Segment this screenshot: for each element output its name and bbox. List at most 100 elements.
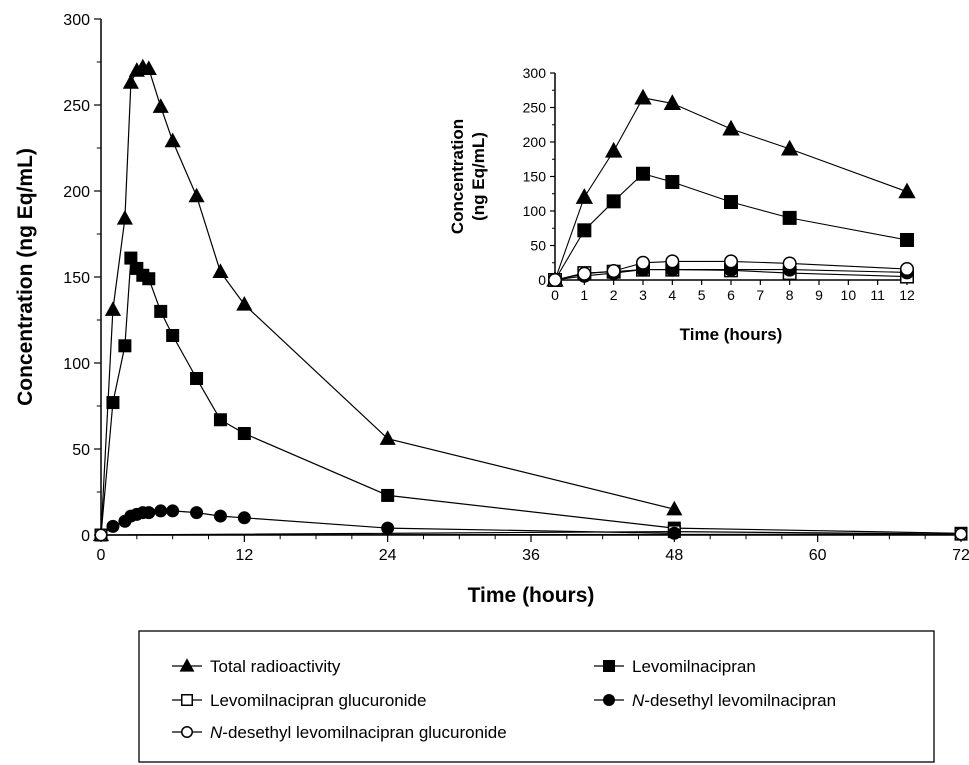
inset-point-total [663,94,682,110]
inset-y-tick-label: 250 [523,100,547,116]
inset-point-total [634,88,652,105]
main-point-levo [166,328,180,342]
main-y-tick-label: 250 [63,98,90,115]
main-x-tick-label: 72 [952,547,969,564]
legend-item-desethyl: N-desethyl levomilnacipran [594,691,836,710]
inset-y-tick-label: 200 [523,134,547,150]
inset-x-tick-label: 1 [580,287,588,303]
main-point-total [122,74,139,89]
main-point-total [188,187,205,203]
main-point-levo [154,304,168,318]
main-line-levo [100,256,962,536]
main-x-tick-label: 0 [97,547,106,564]
legend-marker-desethyl_gluc [181,726,193,738]
inset-point-levo [606,194,621,209]
main-x-tick-label: 36 [522,547,540,564]
inset-point-levo [782,210,797,225]
main-x-tick-label: 60 [809,547,827,564]
inset-point-desethyl_gluc [900,261,914,276]
legend-label-desethyl_gluc: N-desethyl levomilnacipran glucuronide [210,723,507,742]
inset-point-desethyl_gluc [665,254,680,269]
main-series-total [92,58,683,542]
main-series-levo [94,251,968,542]
main-point-levo [118,339,132,353]
inset-point-total [575,188,594,204]
inset-y-tick-label: 300 [523,65,547,81]
inset-x-tick-label: 12 [899,287,915,303]
legend: Total radioactivity Levomilnacipran Levomi… [138,630,935,763]
inset-point-total [604,141,623,158]
inset-x-tick-label: 7 [756,287,764,303]
main-series [92,58,968,542]
main-x-tick-label: 12 [235,547,253,564]
inset-x-tick-label: 10 [841,287,857,303]
inset-x-tick-label: 0 [551,287,559,303]
main-point-total [236,296,253,311]
main-y-tick-label: 200 [63,184,90,201]
inset-x-tick-label: 9 [815,287,823,303]
inset-point-desethyl_gluc [606,264,621,279]
inset-y-tick-label: 100 [523,203,547,219]
inset-y-axis-title-line1: Concentration [448,119,467,234]
main-point-levo [124,251,138,265]
legend-label-italic: N [632,691,645,710]
main-point-total [152,98,169,113]
inset-x-axis-title: Time (hours) [680,325,783,344]
inset-x-tick-label: 11 [870,287,885,303]
legend-item-desethyl_gluc: N-desethyl levomilnacipran glucuronide [172,723,507,742]
inset-y-axis-title-line2: (ng Eq/mL) [469,132,488,221]
main-y-tick-label: 300 [63,12,90,29]
inset-point-total [780,139,799,156]
main-point-desethyl [142,506,156,520]
inset-point-total [722,119,740,136]
main-y-tick-label: 150 [63,270,90,287]
inset-point-desethyl_gluc [724,254,738,269]
legend-label-desethyl: N-desethyl levomilnacipran [632,691,836,710]
main-line-total [100,66,675,536]
legend-label-glucuronide: Levomilnacipran glucuronide [210,691,426,710]
main-y-tick-label: 50 [72,442,90,459]
inset-point-levo [724,195,738,210]
main-point-levo [381,488,395,502]
main-point-levo [213,413,227,427]
inset-point-desethyl_gluc [577,266,592,281]
main-point-levo [142,272,156,286]
legend-label-rest: -desethyl levomilnacipran [644,691,836,710]
main-point-desethyl [190,506,204,520]
inset-point-levo [577,223,592,238]
main-point-total [666,500,683,516]
inset-point-desethyl_gluc [782,256,797,271]
legend-item-levo: Levomilnacipran [594,657,756,676]
inset-x-tick-label: 6 [727,287,735,303]
legend-marker-levo [603,660,615,672]
main-point-desethyl [154,504,168,518]
main-line-desethyl_gluc [100,533,962,536]
main-series-desethyl_gluc [94,527,968,542]
legend-item-total: Total radioactivity [172,657,341,676]
inset-x-tick-label: 5 [698,287,706,303]
main-point-levo [190,371,204,385]
main-point-desethyl [237,511,251,525]
main-point-total [164,132,181,148]
inset-x-tick-label: 4 [668,287,676,303]
main-point-desethyl [667,526,681,540]
legend-marker-desethyl [603,694,615,706]
inset-point-levo [636,166,650,181]
main-point-levo [106,396,120,410]
main-point-levo [237,427,251,441]
inset-series-levo [548,166,914,287]
main-y-axis-title: Concentration (ng Eq/mL) [14,148,37,406]
main-point-desethyl [106,519,120,533]
main-point-total [104,301,122,316]
main-x-tick-label: 24 [379,547,397,564]
main-point-total [140,60,157,76]
legend-label-italic: N [210,723,223,742]
inset-series-desethyl_gluc [548,254,914,287]
main-x-axis-title: Time (hours) [468,584,595,607]
inset-y-tick-label: 0 [538,272,546,288]
main-point-desethyl [213,509,227,523]
inset-x-tick-label: 8 [786,287,794,303]
